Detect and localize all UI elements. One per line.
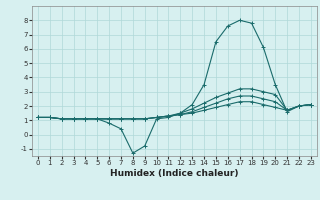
X-axis label: Humidex (Indice chaleur): Humidex (Indice chaleur): [110, 169, 239, 178]
